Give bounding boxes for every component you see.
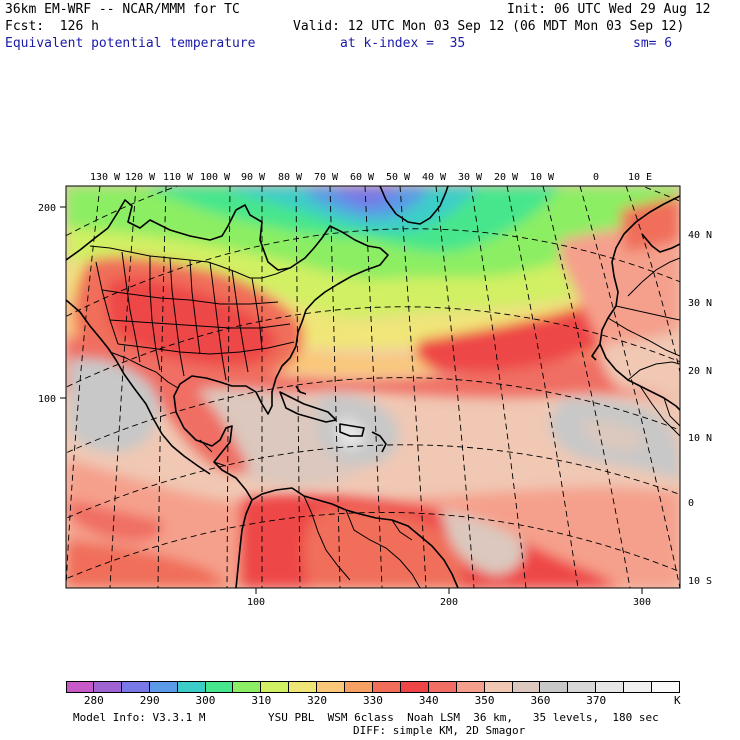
theta-e-field (66, 186, 680, 588)
lon-label: 50 W (386, 172, 411, 183)
lat-label: 40 N (688, 230, 712, 241)
colorbar-swatch (428, 681, 457, 693)
lon-label: 110 W (163, 172, 194, 183)
colorbar-swatch (66, 681, 94, 693)
lat-label: 30 N (688, 298, 712, 309)
political-borders (89, 245, 680, 588)
map-frame (65, 185, 681, 589)
grid-x-label: 200 (440, 597, 458, 608)
valid-time: Valid: 12 UTC Mon 03 Sep 12 (06 MDT Mon … (293, 19, 685, 34)
colorbar-swatch (233, 681, 262, 693)
colorbar-swatch (205, 681, 234, 693)
colorbar-swatch (177, 681, 206, 693)
diffusion-info: DIFF: simple KM, 2D Smagor (353, 724, 526, 737)
lon-label: 130 W (90, 172, 121, 183)
colorbar-label: 300 (195, 694, 216, 707)
lon-label: 100 W (200, 172, 231, 183)
lon-label: 0 (593, 172, 599, 183)
lon-label: 90 W (241, 172, 266, 183)
colorbar-swatch (149, 681, 178, 693)
smoothing-label: sm= 6 (633, 36, 673, 51)
lat-label: 0 (688, 498, 694, 509)
lat-label: 10 N (688, 433, 712, 444)
colorbar-swatch (317, 681, 346, 693)
lat-label: 20 N (688, 366, 712, 377)
lon-label: 10 E (628, 172, 652, 183)
colorbar-swatch (121, 681, 150, 693)
graticule (66, 186, 680, 588)
colorbar-unit: K (674, 694, 681, 707)
lon-label: 10 W (530, 172, 555, 183)
colorbar-swatch (93, 681, 122, 693)
forecast-hour: Fcst: 126 h (5, 19, 99, 34)
colorbar-swatch (624, 681, 653, 693)
colorbar-label: 310 (251, 694, 272, 707)
grid-y-label: 100 (38, 394, 56, 405)
lat-label: 10 S (688, 576, 712, 587)
field-name: Equivalent potential temperature (5, 36, 256, 51)
grid-ticks (60, 206, 643, 594)
colorbar-label: 320 (307, 694, 328, 707)
longitude-labels: 130 W 120 W 110 W 100 W 90 W 80 W 70 W 6… (90, 172, 652, 183)
lon-label: 20 W (494, 172, 519, 183)
colorbar-swatch (568, 681, 597, 693)
grid-x-label: 100 (247, 597, 265, 608)
colorbar-swatch (400, 681, 429, 693)
colorbar-swatch (345, 681, 373, 693)
lon-label: 40 W (422, 172, 447, 183)
colorbar-label: 340 (418, 694, 439, 707)
colorbar-swatch (373, 681, 401, 693)
colorbar-label: 350 (474, 694, 495, 707)
lon-label: 70 W (314, 172, 339, 183)
colorbar-label: 370 (586, 694, 607, 707)
colorbar-label: 330 (363, 694, 383, 707)
grid-index-labels: 200 100 100 200 300 (38, 203, 651, 608)
lon-label: 30 W (458, 172, 483, 183)
colorbar-swatch (512, 681, 541, 693)
lon-label: 60 W (350, 172, 375, 183)
colorbar-frame (66, 681, 680, 693)
colorbar-swatch (261, 681, 290, 693)
colorbar-swatch (289, 681, 318, 693)
init-time: Init: 06 UTC Wed 29 Aug 12 (507, 2, 711, 17)
lon-label: 120 W (125, 172, 156, 183)
colorbar-label: 360 (530, 694, 551, 707)
colorbar-swatch (456, 681, 485, 693)
model-title: 36km EM-WRF -- NCAR/MMM for TC (5, 2, 240, 17)
colorbar-swatch (484, 681, 513, 693)
level-label: at k-index = 35 (340, 36, 466, 51)
colorbar-swatch (596, 681, 625, 693)
latitude-labels: 40 N 30 N 20 N 10 N 0 10 S (688, 230, 712, 587)
grid-y-label: 200 (38, 203, 56, 214)
colorbar-label: 290 (139, 694, 160, 707)
colorbar-swatch (540, 681, 569, 693)
colorbar-label: 280 (83, 694, 104, 707)
grid-x-label: 300 (633, 597, 651, 608)
model-info: Model Info: V3.3.1 M (73, 711, 206, 724)
physics-info: YSU PBL WSM 6class Noah LSM 36 km, 35 le… (268, 711, 659, 724)
lon-label: 80 W (278, 172, 303, 183)
